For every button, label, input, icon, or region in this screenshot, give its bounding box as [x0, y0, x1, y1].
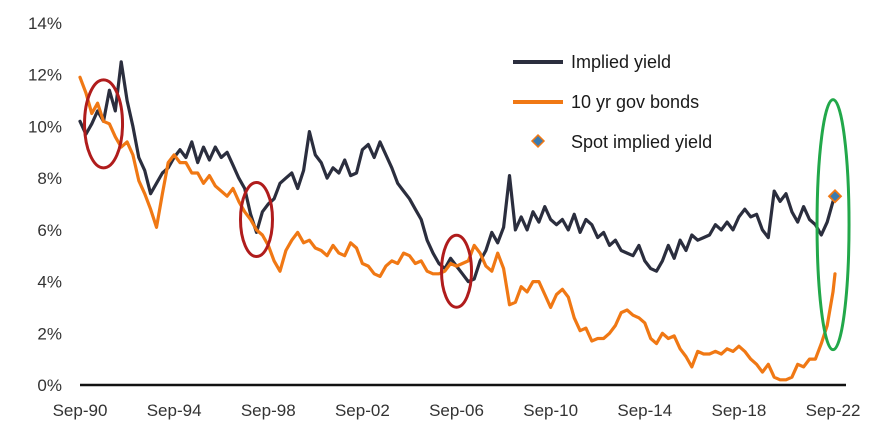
y-tick-label: 2%: [37, 324, 62, 343]
y-tick-label: 0%: [37, 376, 62, 395]
y-tick-label: 4%: [37, 273, 62, 292]
x-tick-label: Sep-98: [241, 401, 296, 420]
series-line-10-yr-gov-bonds: [78, 75, 837, 382]
x-tick-label: Sep-02: [335, 401, 390, 420]
legend-swatch-spot-implied-yield: [530, 133, 546, 149]
legend-item-implied-yield: Implied yield: [513, 52, 671, 72]
x-tick-label: Sep-06: [429, 401, 484, 420]
x-tick-label: Sep-10: [523, 401, 578, 420]
y-tick-label: 12%: [28, 66, 62, 85]
highlight-ellipse: [815, 98, 851, 352]
legend: Implied yield 10 yr gov bonds Spot impli…: [513, 52, 712, 152]
legend-label-10yr-gov-bonds: 10 yr gov bonds: [571, 92, 699, 112]
x-tick-label: Sep-90: [53, 401, 108, 420]
x-tick-label: Sep-94: [147, 401, 202, 420]
legend-label-spot-implied-yield: Spot implied yield: [571, 132, 712, 152]
spot-implied-yield-marker: [827, 188, 843, 204]
x-tick-label: Sep-18: [711, 401, 766, 420]
plot-area: [78, 60, 837, 382]
y-tick-label: 10%: [28, 117, 62, 136]
y-axis: 0% 2% 4% 6% 8% 10% 12% 14%: [28, 14, 62, 395]
y-tick-label: 14%: [28, 14, 62, 33]
x-tick-label: Sep-14: [617, 401, 672, 420]
x-axis: Sep-90 Sep-94 Sep-98 Sep-02 Sep-06 Sep-10 Sep-…: [53, 401, 861, 420]
y-tick-label: 6%: [37, 221, 62, 240]
legend-item-10yr-gov-bonds: 10 yr gov bonds: [513, 92, 699, 112]
highlight-ellipse: [238, 181, 274, 259]
highlight-ellipse: [83, 78, 125, 170]
y-tick-label: 8%: [37, 169, 62, 188]
legend-label-implied-yield: Implied yield: [571, 52, 671, 72]
annotation-layer: [83, 78, 851, 352]
legend-item-spot-implied-yield: Spot implied yield: [530, 132, 712, 152]
highlight-ellipse: [440, 233, 474, 309]
x-tick-label: Sep-22: [806, 401, 861, 420]
series-line-implied-yield: [78, 60, 837, 284]
